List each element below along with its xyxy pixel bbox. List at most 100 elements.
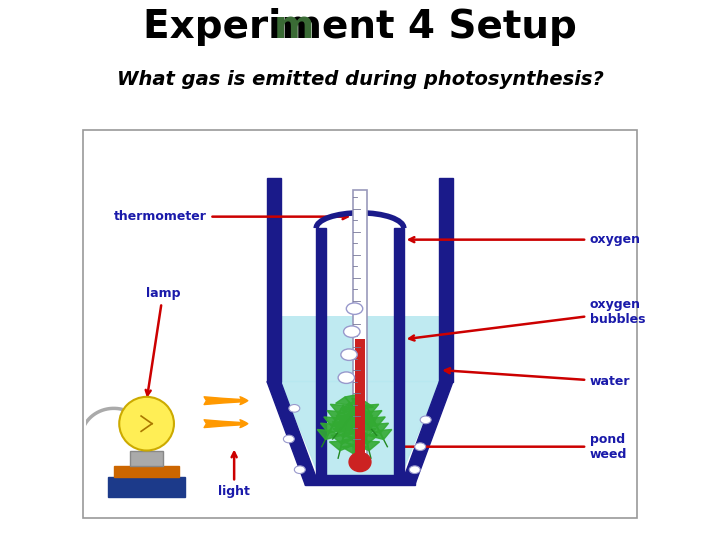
Text: Experiment 4 Setup: Experiment 4 Setup [143,8,577,46]
Circle shape [343,326,360,338]
Polygon shape [401,381,453,485]
Bar [305,475,415,485]
Polygon shape [350,414,366,423]
Text: What gas is emitted during photosynthesis?: What gas is emitted during photosynthesi… [117,70,603,89]
Polygon shape [341,403,356,411]
Polygon shape [369,410,382,421]
Polygon shape [357,401,374,409]
Polygon shape [361,421,374,431]
Polygon shape [336,397,352,406]
Polygon shape [342,435,356,444]
Polygon shape [347,404,359,415]
Polygon shape [325,430,341,440]
Polygon shape [342,418,354,428]
Polygon shape [354,424,367,434]
Polygon shape [338,424,354,433]
Polygon shape [353,407,369,415]
Polygon shape [333,428,346,437]
Polygon shape [354,406,367,417]
Circle shape [289,404,300,412]
Ellipse shape [349,453,371,471]
Polygon shape [359,411,374,421]
Polygon shape [364,428,377,437]
Circle shape [420,416,431,424]
Text: lamp: lamp [145,287,180,395]
Polygon shape [331,435,344,444]
Polygon shape [355,441,369,451]
Polygon shape [345,421,359,431]
Polygon shape [366,404,379,414]
Polygon shape [324,417,337,427]
Polygon shape [350,421,364,431]
Polygon shape [376,423,389,433]
Polygon shape [355,420,371,429]
Polygon shape [330,441,343,451]
Circle shape [415,443,426,450]
Polygon shape [351,399,364,409]
Circle shape [341,349,357,360]
Polygon shape [368,430,384,440]
Text: m: m [274,8,314,46]
Bar [281,316,439,381]
Polygon shape [318,429,330,440]
Polygon shape [332,418,348,427]
Polygon shape [359,412,372,423]
Bar [130,450,163,466]
Circle shape [409,466,420,474]
Polygon shape [336,411,351,421]
Text: oxygen: oxygen [410,233,641,246]
Polygon shape [336,415,349,424]
Bar [439,178,453,381]
Polygon shape [335,421,347,431]
Text: oxygen
bubbles: oxygen bubbles [409,299,645,341]
Bar [114,466,179,477]
Bar [354,190,367,462]
Bar [356,339,364,462]
Polygon shape [354,438,367,448]
Polygon shape [345,395,357,406]
Bar [83,130,637,518]
Polygon shape [330,404,343,414]
Polygon shape [281,381,439,475]
Polygon shape [351,428,366,437]
Circle shape [294,466,305,474]
Polygon shape [333,422,345,433]
Polygon shape [267,381,319,485]
Polygon shape [364,418,377,429]
Polygon shape [343,418,359,427]
Polygon shape [361,418,377,427]
Bar [394,228,404,475]
Ellipse shape [120,397,174,450]
Bar [267,178,281,381]
Polygon shape [355,405,371,414]
Circle shape [284,435,294,443]
Circle shape [338,372,354,383]
Polygon shape [365,424,380,433]
Polygon shape [354,445,367,454]
Bar [108,477,185,497]
Polygon shape [366,441,379,451]
Polygon shape [348,415,362,424]
Polygon shape [379,429,392,440]
Text: pond
weed: pond weed [398,433,627,461]
Circle shape [346,303,363,314]
Polygon shape [354,435,367,444]
Polygon shape [327,410,340,421]
Polygon shape [320,423,333,433]
Polygon shape [329,424,344,433]
Bar [316,228,326,475]
Polygon shape [372,417,385,427]
Polygon shape [340,441,354,451]
Polygon shape [345,409,361,417]
Polygon shape [342,410,354,421]
Polygon shape [337,416,350,427]
Text: thermometer: thermometer [114,210,348,223]
Polygon shape [342,445,354,454]
Polygon shape [354,418,367,428]
Polygon shape [338,405,354,414]
Polygon shape [360,415,373,424]
Polygon shape [342,431,354,441]
Polygon shape [350,400,362,411]
Polygon shape [342,424,354,434]
Polygon shape [342,438,354,448]
